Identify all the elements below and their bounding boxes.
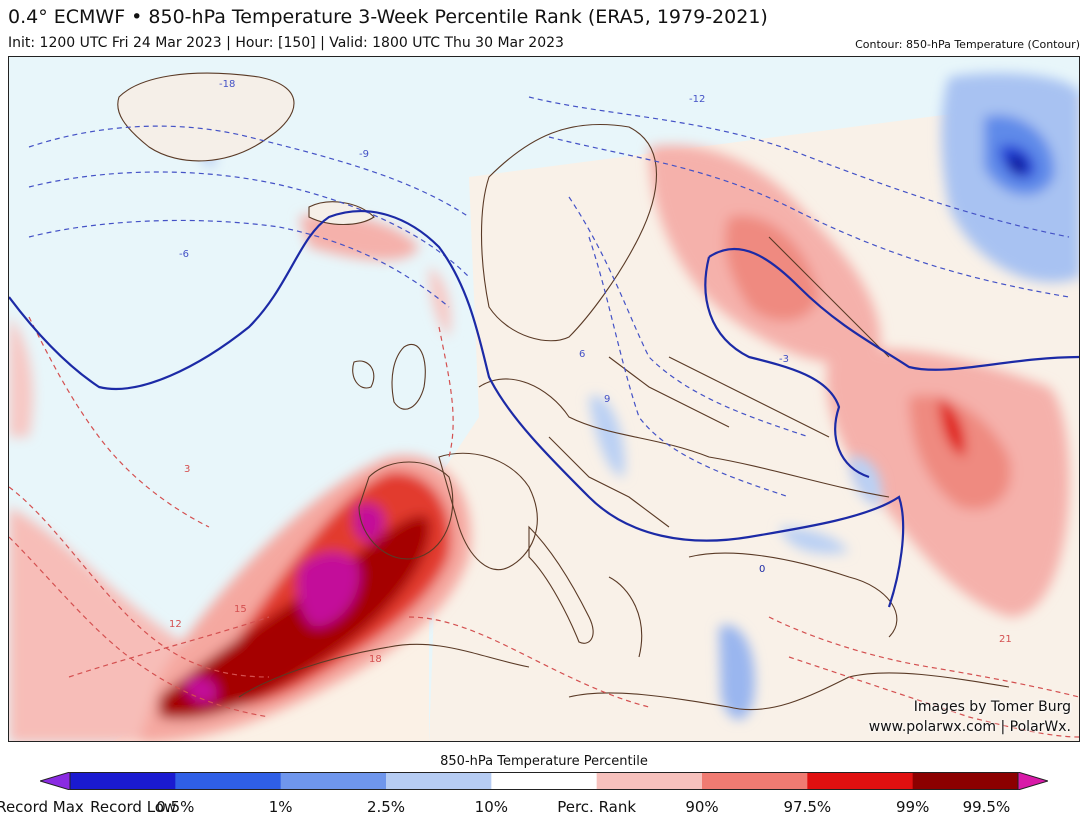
colorbar-label: 99.5% xyxy=(962,798,1011,816)
colorbar-label: 1% xyxy=(268,798,293,816)
colorbar-label: 99% xyxy=(895,798,930,816)
contour-label: 18 xyxy=(369,654,382,665)
colorbar-segment xyxy=(386,772,492,790)
cold-anomaly-shading xyxy=(199,73,1079,720)
land-tint xyxy=(429,97,1079,741)
colorbar-label: Record Max xyxy=(0,798,84,816)
map-subtitle: Init: 1200 UTC Fri 24 Mar 2023 | Hour: [… xyxy=(8,35,564,51)
colorbar-arrow-low xyxy=(40,772,71,790)
colorbar-arrow-high xyxy=(1017,772,1048,790)
contour-label: 12 xyxy=(169,619,182,630)
temperature-contours xyxy=(9,96,1079,738)
colorbar-segment xyxy=(912,772,1019,790)
colorbar-title: 850-hPa Temperature Percentile xyxy=(440,754,648,769)
contour-label: -18 xyxy=(219,79,235,90)
map-canvas: -18 -12 -9 -6 -3 0 3 6 9 12 15 18 21 xyxy=(9,57,1079,741)
colorbar-border xyxy=(69,772,1019,790)
colorbar-label: Record Low xyxy=(90,798,177,816)
zero-degree-contour-east xyxy=(708,247,1079,371)
colorbar-segment xyxy=(175,772,282,790)
colorbar-label: Perc. Rank xyxy=(557,798,637,816)
colorbar-label: 0.5% xyxy=(156,798,195,816)
contour-label: 15 xyxy=(234,604,247,615)
contour-label: 3 xyxy=(184,464,190,475)
zero-degree-contour-loop xyxy=(704,256,870,479)
colorbar xyxy=(40,772,1048,790)
contour-label: -12 xyxy=(689,94,705,105)
contour-label: -9 xyxy=(359,149,369,160)
colorbar-segment xyxy=(596,772,703,790)
contour-note: Contour: 850-hPa Temperature (Contour) xyxy=(855,38,1080,51)
colorbar-segment xyxy=(807,772,914,790)
website-credit: www.polarwx.com | PolarWx. xyxy=(868,719,1071,735)
contour-label: 0 xyxy=(759,564,765,575)
colorbar-segment xyxy=(70,772,176,790)
zero-degree-contour xyxy=(9,210,905,608)
colorbar-label: 10% xyxy=(474,798,508,816)
warm-anomaly-shading xyxy=(9,145,1070,741)
colorbar-label: 2.5% xyxy=(366,798,406,816)
image-credit: Images by Tomer Burg xyxy=(913,699,1071,715)
contour-label: 9 xyxy=(604,394,610,405)
colorbar-segment xyxy=(702,772,808,790)
colorbar-label: 90% xyxy=(685,798,719,816)
colorbar-segment xyxy=(280,772,387,790)
contour-labels: -18 -12 -9 -6 -3 0 3 6 9 12 15 18 21 xyxy=(169,79,1012,665)
colorbar-labels: Record Low 0.5% 1% 2.5% 10% Perc. Rank 90% 97.5… xyxy=(0,798,1048,818)
colorbar-label: 97.5% xyxy=(783,798,832,816)
contour-label: -6 xyxy=(179,249,189,260)
map-title: 0.4° ECMWF • 850-hPa Temperature 3-Week … xyxy=(8,6,768,28)
weather-map: -18 -12 -9 -6 -3 0 3 6 9 12 15 18 21 Ima… xyxy=(8,56,1080,742)
contour-label: -3 xyxy=(779,354,789,365)
colorbar-segment xyxy=(491,772,598,790)
contour-label: 6 xyxy=(579,349,585,360)
contour-label: 21 xyxy=(999,634,1012,645)
